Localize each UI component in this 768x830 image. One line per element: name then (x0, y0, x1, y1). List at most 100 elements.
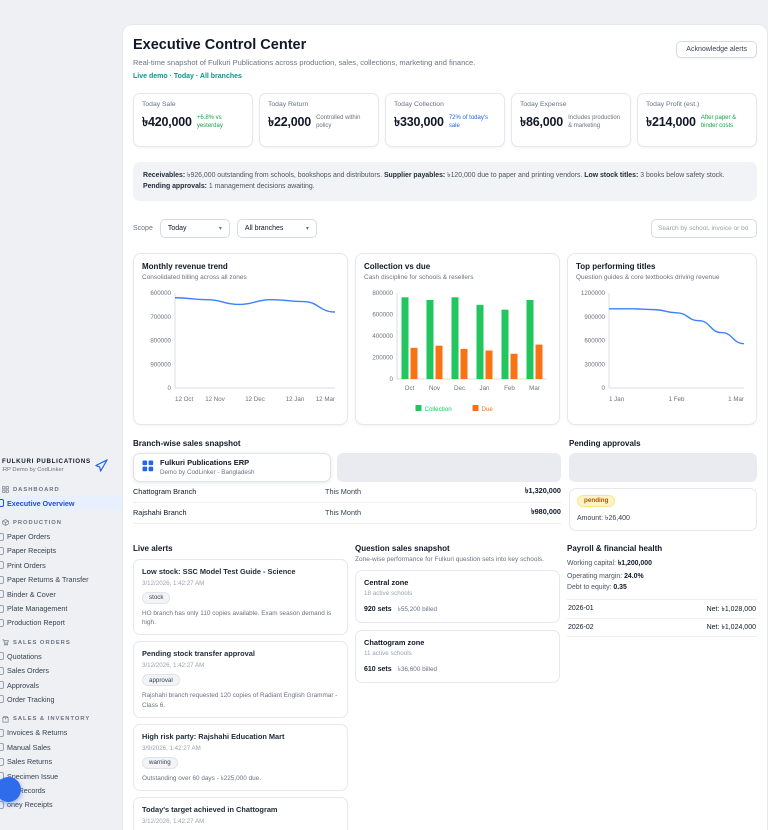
bottom-row: Live alerts Low stock: SSC Model Test Gu… (133, 544, 757, 830)
svg-text:12 Oct: 12 Oct (175, 396, 194, 403)
page-header-text: Executive Control Center Real-time snaps… (133, 37, 475, 80)
sidebar-item-icon (0, 666, 4, 675)
banner-label: Receivables: (143, 172, 186, 179)
sidebar-item-order-tracking[interactable]: Order Tracking (0, 692, 122, 706)
payroll-metric-value: 24.0% (624, 572, 644, 580)
alert-card-warning[interactable]: High risk party: Rajshahi Education Mart… (133, 723, 348, 792)
sidebar-section-sales-inventory: SALES & INVENTORY (0, 715, 122, 723)
branch-select[interactable]: All branches ▾ (236, 218, 317, 238)
kpi-label: Today Profit (est.) (646, 101, 700, 108)
top-performing-titles-chart-svg: 1200000 900000 600000 300000 01 Jan 1 Feb 1 Ma… (581, 290, 745, 403)
alert-card-approval[interactable]: Pending stock transfer approval 3/12/2026… (133, 641, 348, 718)
zone-billed: ৳55,200 billed (397, 605, 438, 613)
sidebar-item-label: Quotations (7, 651, 42, 661)
zones-list: Central zone 18 active schools 920 sets ৳55… (355, 569, 560, 683)
sidebar-item-icon (0, 681, 4, 690)
erp-subtitle: Demo by CodLinker - Bangladesh (160, 469, 255, 477)
sidebar-item-label: Plate Management (7, 604, 68, 614)
branch-table: Chattogram Branch This Month ৳1,320,000 Raj… (133, 482, 561, 524)
branch-table-row: Rajshahi Branch This Month ৳980,000 (133, 503, 561, 524)
sidebar-item-sales-orders[interactable]: Sales Orders (0, 664, 122, 678)
kpi-value: ৳214,000 (646, 115, 696, 129)
overlay-strip: Fulkuri Publications ERP Demo by CodLink… (133, 452, 561, 482)
banner-label: Pending approvals: (143, 183, 207, 191)
acknowledge-alerts-button[interactable]: Acknowledge alerts (676, 41, 757, 58)
sidebar: FULKURI PUBLICATIONS ERP Demo by CodLink… (0, 455, 122, 830)
svg-text:800000: 800000 (150, 337, 171, 344)
kpi-label: Today Collection (394, 101, 444, 108)
banner-text: ৳926,000 outstanding from schools, books… (185, 172, 384, 179)
kpi-label: Today Sale (142, 101, 176, 108)
sidebar-sections: DASHBOARD Executive Overview PRODUCTION Pap… (0, 486, 122, 812)
branch-table-row: Chattogram Branch This Month ৳1,320,000 (133, 482, 561, 503)
payroll-metric: Operating margin: 24.0% (567, 573, 757, 580)
grid-icon (2, 486, 9, 493)
branch-snapshot-title: Branch-wise sales snapshot (133, 438, 241, 448)
sidebar-item-paper-returns-transfer[interactable]: Paper Returns & Transfer (0, 573, 122, 587)
banner-text: 1 management decisions awaiting. (206, 183, 315, 191)
kpi-value: ৳420,000 (142, 115, 192, 129)
svg-text:0: 0 (390, 376, 394, 383)
alert-card-success[interactable]: Today's target achieved in Chattogram 3/1… (133, 797, 348, 830)
svg-text:1 Mar: 1 Mar (728, 396, 744, 403)
alert-description: HO branch has only 110 copies available.… (142, 609, 332, 627)
kpi-note: After paper & binder costs (700, 115, 737, 130)
sidebar-item-approvals[interactable]: Approvals (0, 678, 122, 692)
zone-name: Chattogram zone (364, 637, 425, 647)
floating-help-button[interactable] (0, 777, 21, 802)
sidebar-item-icon (0, 743, 4, 752)
sidebar-item-icon (0, 546, 4, 555)
payroll-month-row: 2026-01 Net: ৳1,028,000 (567, 598, 757, 618)
scope-select[interactable]: Today ▾ (159, 218, 230, 238)
sidebar-item-production-report[interactable]: Production Report (0, 616, 122, 630)
page-header: Executive Control Center Real-time snaps… (133, 37, 757, 80)
sidebar-item-manual-sales[interactable]: Manual Sales (0, 740, 122, 754)
svg-text:800000: 800000 (372, 290, 393, 297)
kpi-value-row: ৳330,000 72% of today's sale (394, 114, 496, 134)
search-input[interactable] (651, 218, 757, 238)
zone-schools: 11 active schools (364, 649, 412, 657)
alert-card-stock[interactable]: Low stock: SSC Model Test Guide - Scienc… (133, 558, 348, 636)
kpi-value-row: ৳420,000 +6.8% vs yesterday (142, 114, 244, 134)
sidebar-item-icon (0, 652, 4, 661)
chart-title: Collection vs due (364, 261, 431, 271)
monthly-revenue-trend-card: Monthly revenue trend Consolidated billi… (133, 252, 348, 425)
sidebar-item-paper-receipts[interactable]: Paper Receipts (0, 544, 122, 558)
svg-text:600000: 600000 (150, 290, 171, 297)
sidebar-item-plate-management[interactable]: Plate Management (0, 601, 122, 615)
sidebar-item-executive-overview[interactable]: Executive Overview (0, 496, 122, 511)
svg-text:Mar: Mar (529, 385, 540, 392)
loading-skeleton (337, 452, 561, 482)
payroll-metric-label: Debt to equity: (567, 583, 614, 591)
payroll-months: 2026-01 Net: ৳1,028,000 2026-02 Net: ৳1,024… (567, 598, 757, 637)
question-sales-subtitle: Zone-wise performance for Fulkuri questi… (355, 555, 544, 563)
svg-text:12 Nov: 12 Nov (205, 396, 226, 403)
zone-billed: ৳36,600 billed (397, 665, 438, 673)
branch-amount: ৳980,000 (530, 506, 561, 516)
sidebar-item-print-orders[interactable]: Print Orders (0, 558, 122, 572)
kpi-card-today-return: Today Return ৳22,000 Controlled within pol… (259, 93, 379, 147)
zone-card-central-zone: Central zone 18 active schools 920 sets ৳55… (355, 569, 560, 623)
svg-text:Dec: Dec (454, 385, 465, 392)
cube-icon (2, 519, 9, 527)
branch-name: Rajshahi Branch (133, 508, 187, 518)
svg-text:300000: 300000 (584, 361, 605, 368)
loading-skeleton (569, 452, 757, 482)
sidebar-item-invoices-returns[interactable]: Invoices & Returns (0, 726, 122, 740)
sidebar-item-sales-returns[interactable]: Sales Returns (0, 754, 122, 768)
sidebar-item-paper-orders[interactable]: Paper Orders (0, 529, 122, 543)
sidebar-item-binder-cover[interactable]: Binder & Cover (0, 587, 122, 601)
payroll-month-row: 2026-02 Net: ৳1,024,000 (567, 617, 757, 637)
branch-amount: ৳1,320,000 (524, 485, 561, 495)
branch-snapshot-section: Branch-wise sales snapshot Fulkuri Publi… (133, 439, 561, 531)
sidebar-item-oney-receipts[interactable]: oney Receipts (0, 798, 122, 812)
sidebar-item-quotations[interactable]: Quotations (0, 649, 122, 663)
sidebar-item-label: Binder & Cover (7, 589, 56, 599)
kpi-card-today-sale: Today Sale ৳420,000 +6.8% vs yesterday (133, 93, 253, 147)
kpi-label: Today Expense (520, 101, 567, 108)
zone-card-chattogram-zone: Chattogram zone 11 active schools 610 sets… (355, 629, 560, 683)
payroll-metric-label: Working capital: (567, 559, 618, 567)
sidebar-item-label: Paper Orders (7, 532, 51, 542)
payroll-net: Net: ৳1,028,000 (706, 605, 756, 613)
sidebar-item-icon (0, 618, 4, 627)
